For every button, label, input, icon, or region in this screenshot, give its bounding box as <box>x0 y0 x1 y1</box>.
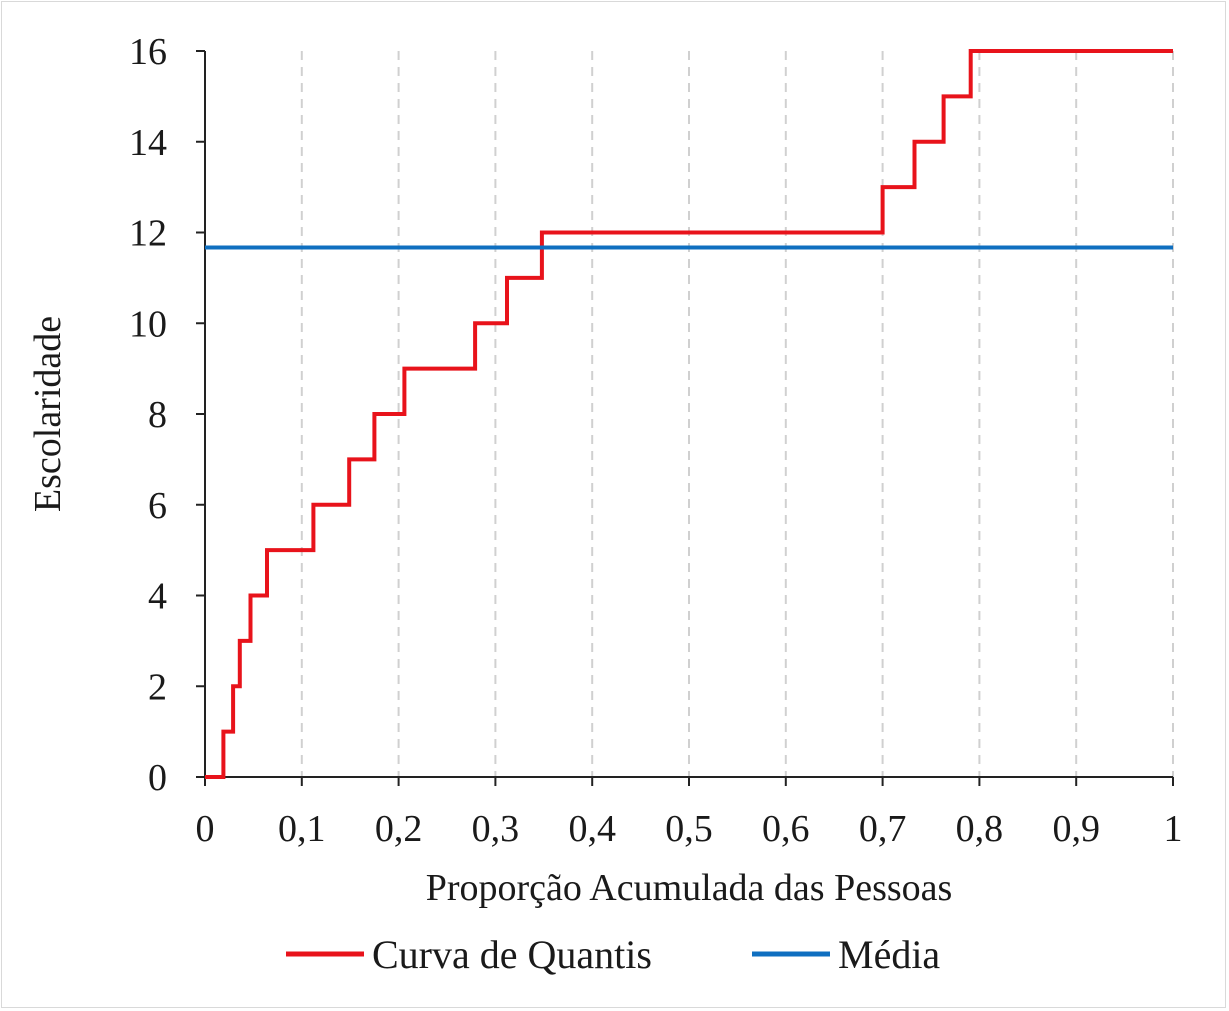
x-tick-label: 0,4 <box>568 808 616 850</box>
legend: Curva de Quantis Média <box>286 932 940 977</box>
x-tick-label: 1 <box>1164 808 1183 850</box>
series-line-curva-de-quantis <box>205 49 1173 779</box>
legend-label-curva-de-quantis: Curva de Quantis <box>372 932 652 977</box>
x-tick-label: 0,8 <box>956 808 1004 850</box>
x-tick-label: 0 <box>196 808 215 850</box>
x-tick-label: 0,5 <box>665 808 713 850</box>
y-tick-label: 12 <box>129 213 167 255</box>
tick-labels: 0 2 4 6 8 10 12 14 16 0 0,1 0,2 0,3 0,4 0,5 0,6 0,7 0,8 0,… <box>129 31 1183 850</box>
y-tick-label: 8 <box>148 394 167 436</box>
axes <box>196 50 1174 786</box>
grid-lines <box>300 51 1174 777</box>
y-axis-title: Escolaridade <box>27 316 69 512</box>
y-tick-label: 10 <box>129 303 167 345</box>
x-axis-title: Proporção Acumulada das Pessoas <box>426 867 953 909</box>
x-tick-label: 0,6 <box>762 808 810 850</box>
x-tick-label: 0,3 <box>472 808 520 850</box>
x-tick-label: 0,9 <box>1052 808 1100 850</box>
y-tick-label: 4 <box>148 576 167 618</box>
y-tick-label: 14 <box>129 122 167 164</box>
legend-label-media: Média <box>838 932 940 977</box>
y-tick-label: 16 <box>129 31 167 73</box>
x-tick-label: 0,2 <box>375 808 423 850</box>
y-tick-label: 6 <box>148 485 167 527</box>
y-tick-label: 0 <box>148 757 167 799</box>
x-tick-label: 0,7 <box>859 808 907 850</box>
x-tick-label: 0,1 <box>278 808 326 850</box>
y-tick-label: 2 <box>148 666 167 708</box>
series-group <box>205 49 1173 779</box>
